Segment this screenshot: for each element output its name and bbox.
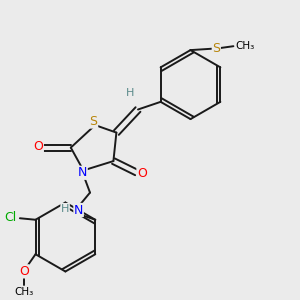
Text: H: H: [61, 203, 69, 214]
Text: O: O: [19, 265, 29, 278]
Text: H: H: [126, 88, 135, 98]
Text: O: O: [137, 167, 147, 180]
Text: CH₃: CH₃: [14, 287, 34, 297]
Text: N: N: [78, 166, 87, 179]
Text: S: S: [212, 41, 220, 55]
Text: N: N: [74, 203, 83, 217]
Text: CH₃: CH₃: [235, 41, 254, 51]
Text: Cl: Cl: [4, 211, 16, 224]
Text: S: S: [90, 115, 98, 128]
Text: O: O: [34, 140, 43, 153]
